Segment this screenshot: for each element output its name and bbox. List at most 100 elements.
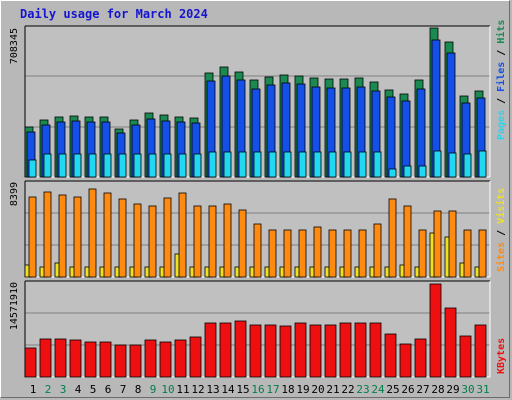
day-label: 27 [416, 383, 429, 396]
sites-bar [223, 203, 232, 278]
day-label: 12 [191, 383, 204, 396]
pages-bar [358, 151, 367, 178]
kbytes-bar [204, 322, 217, 378]
legend-sep: / [496, 224, 507, 242]
kbytes-bar [444, 307, 457, 378]
kbytes-bar [474, 324, 487, 378]
sites-bar [268, 229, 277, 278]
sites-bar [88, 188, 97, 278]
sites-bar [163, 197, 172, 278]
sites-panel-legend: Sites / Visits [495, 188, 507, 272]
sites-bar [478, 229, 487, 278]
kbytes-bar [279, 325, 292, 378]
kbytes-bar [69, 339, 82, 378]
kbytes-bar [384, 333, 397, 378]
day-label: 28 [431, 383, 444, 396]
sites-bar [298, 229, 307, 278]
kbytes-bar [429, 283, 442, 378]
day-label: 8 [135, 383, 142, 396]
pages-bar [373, 151, 382, 178]
kbytes-bar [234, 320, 247, 378]
pages-bar [418, 165, 427, 178]
sites-bar [448, 210, 457, 278]
kbytes-panel-legend: KBytes [496, 338, 507, 374]
day-label: 9 [150, 383, 157, 396]
day-label: 18 [281, 383, 294, 396]
sites-bar [178, 192, 187, 278]
sites-bar [193, 205, 202, 278]
sites-ymax-label: 8399 [9, 182, 20, 206]
kbytes-bar [174, 339, 187, 378]
pages-bar [223, 151, 232, 178]
pages-bar [58, 153, 67, 178]
kbytes-bar [399, 343, 412, 378]
day-label: 5 [90, 383, 97, 396]
day-label: 30 [461, 383, 474, 396]
pages-bar [208, 151, 217, 178]
sites-bar [43, 191, 52, 278]
chart-title: Daily usage for March 2024 [20, 7, 208, 21]
sites-bar [388, 198, 397, 278]
day-label: 2 [45, 383, 52, 396]
day-label: 17 [266, 383, 279, 396]
day-label: 15 [236, 383, 249, 396]
pages-bar [298, 151, 307, 178]
kbytes-bar [99, 341, 112, 378]
sites-bar [343, 229, 352, 278]
kbytes-bar [159, 341, 172, 378]
legend-sep: / [496, 44, 507, 62]
kbytes-bar [39, 338, 52, 378]
kbytes-bar [189, 336, 202, 378]
pages-bar [238, 151, 247, 178]
day-label: 11 [176, 383, 189, 396]
sites-bar [313, 226, 322, 278]
legend-hits: Hits [495, 20, 507, 44]
day-label: 21 [326, 383, 339, 396]
day-label: 16 [251, 383, 264, 396]
sites-bar [433, 210, 442, 278]
legend-sep: / [496, 92, 507, 110]
pages-bar [133, 153, 142, 178]
pages-bar [328, 151, 337, 178]
pages-bar [88, 153, 97, 178]
kbytes-bar [414, 338, 427, 378]
kbytes-bar [459, 335, 472, 378]
sites-bar [28, 196, 37, 278]
kbytes-bar [24, 347, 37, 378]
sites-bar [208, 205, 217, 278]
sites-bar [373, 223, 382, 278]
day-label: 19 [296, 383, 309, 396]
kbytes-bar [219, 322, 232, 378]
kbytes-bar [144, 339, 157, 378]
pages-bar [103, 153, 112, 178]
pages-bar [283, 151, 292, 178]
day-label: 20 [311, 383, 324, 396]
day-label: 25 [386, 383, 399, 396]
pages-bar [448, 152, 457, 178]
pages-bar [478, 150, 487, 178]
sites-bar [148, 205, 157, 278]
pages-bar [313, 151, 322, 178]
day-label: 23 [356, 383, 369, 396]
files-bar [416, 88, 426, 178]
pages-bar [268, 151, 277, 178]
kbytes-bar [324, 324, 337, 378]
kbytes-ymax-label: 14571910 [9, 282, 20, 330]
day-label: 26 [401, 383, 414, 396]
kbytes-bar [84, 341, 97, 378]
day-label: 10 [161, 383, 174, 396]
kbytes-bar [339, 322, 352, 378]
kbytes-bar [129, 344, 142, 378]
sites-bar [253, 223, 262, 278]
pages-bar [403, 165, 412, 178]
sites-bar [73, 196, 82, 278]
sites-bar [418, 229, 427, 278]
files-bar [386, 96, 396, 178]
day-label: 13 [206, 383, 219, 396]
sites-bar [283, 229, 292, 278]
pages-bar [388, 168, 397, 178]
day-label: 1 [30, 383, 37, 396]
pages-bar [178, 153, 187, 178]
sites-bar [118, 198, 127, 278]
